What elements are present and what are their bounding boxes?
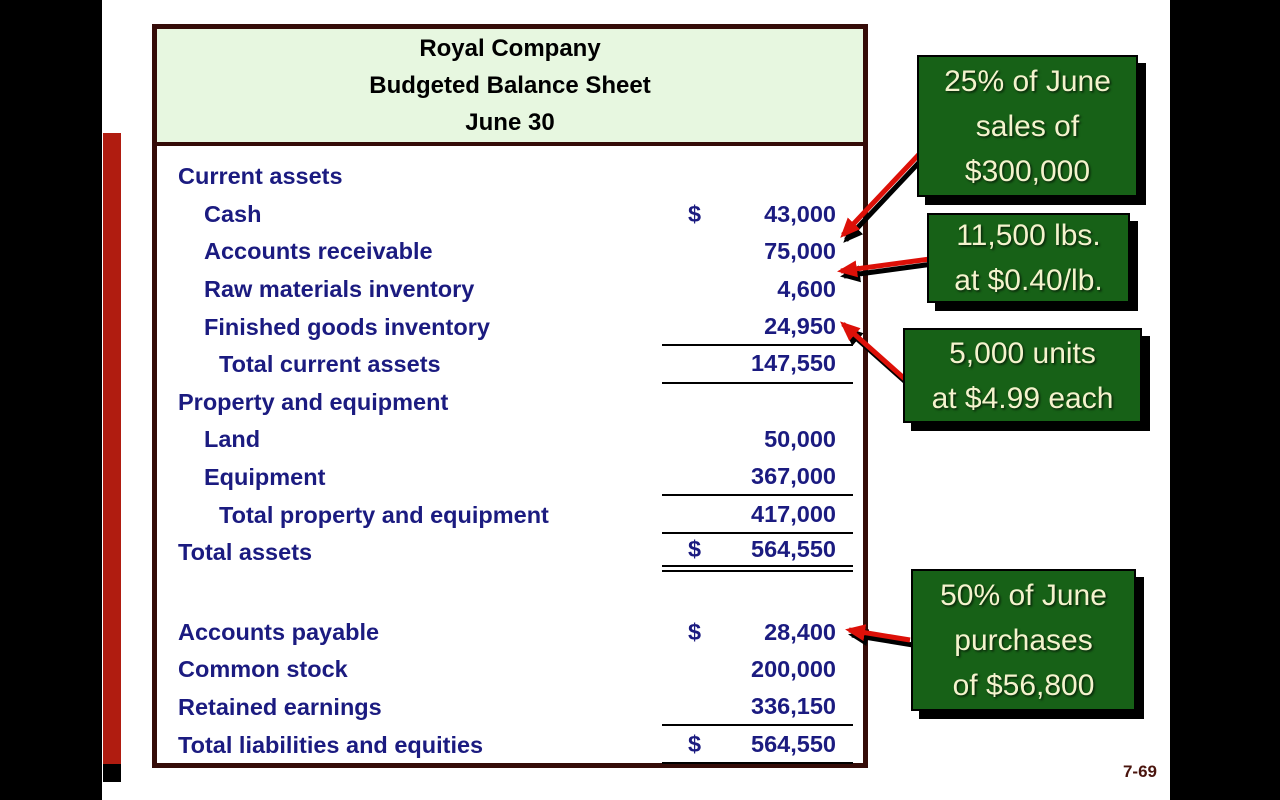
callout-text-line: 25% of June xyxy=(944,64,1111,98)
amount-cell xyxy=(662,158,853,196)
amount-value: 50,000 xyxy=(764,426,836,453)
balance-sheet-row: Total current assets 147,550 xyxy=(157,346,863,384)
account-label: Current assets xyxy=(178,163,343,190)
callout-text-line: 11,500 lbs. xyxy=(956,219,1101,252)
balance-sheet-row: Retained earnings 336,150 xyxy=(157,689,863,727)
statement-date: June 30 xyxy=(465,109,555,136)
currency-symbol: $ xyxy=(688,618,702,645)
balance-sheet-row: Equipment 367,000 xyxy=(157,459,863,497)
callout-text-line: at $4.99 each xyxy=(931,381,1114,415)
amount-value: 564,550 xyxy=(751,730,836,757)
account-label: Raw materials inventory xyxy=(204,276,475,303)
balance-sheet-table: Royal Company Budgeted Balance Sheet Jun… xyxy=(152,24,868,768)
amount-value: 24,950 xyxy=(764,312,836,339)
account-label: Total property and equipment xyxy=(219,501,549,528)
account-label: Retained earnings xyxy=(178,694,382,721)
callout-text-line: $300,000 xyxy=(964,154,1091,188)
amount-cell: 336,150 xyxy=(662,689,853,727)
account-label: Accounts payable xyxy=(178,618,380,645)
balance-sheet-row: Total liabilities and equities $ 564,550 xyxy=(157,726,863,764)
callout-text-line: sales of xyxy=(975,109,1080,143)
callout-text-line: 50% of June xyxy=(940,578,1107,612)
callout-text-line: 5,000 units xyxy=(949,336,1096,370)
amount-value: 564,550 xyxy=(751,535,836,562)
balance-sheet-body: Current assets Cash $ 43,000 Accounts re… xyxy=(157,146,863,764)
balance-sheet-row: Common stock 200,000 xyxy=(157,651,863,689)
amount-value: 43,000 xyxy=(764,200,836,227)
balance-sheet-row: Accounts receivable 75,000 xyxy=(157,233,863,271)
callout-accounts-receivable: 25% of June sales of $300,000 xyxy=(917,55,1138,197)
amount-cell xyxy=(662,572,853,614)
amount-value: 75,000 xyxy=(764,238,836,265)
amount-cell: $ 564,550 xyxy=(662,534,853,572)
balance-sheet-row: Current assets xyxy=(157,158,863,196)
red-accent-bar xyxy=(103,133,121,764)
balance-sheet-row: Total property and equipment 417,000 xyxy=(157,496,863,534)
account-label: Common stock xyxy=(178,656,348,683)
amount-cell: 417,000 xyxy=(662,496,853,534)
callout-text-line: at $0.40/lb. xyxy=(954,264,1103,297)
amount-cell: $ 28,400 xyxy=(662,614,853,652)
amount-cell: 24,950 xyxy=(662,308,853,346)
amount-cell xyxy=(662,384,853,422)
amount-cell: 4,600 xyxy=(662,271,853,309)
account-label: Total current assets xyxy=(219,351,441,378)
balance-sheet-row: Raw materials inventory 4,600 xyxy=(157,271,863,309)
balance-sheet-row: Land 50,000 xyxy=(157,421,863,459)
amount-cell: 50,000 xyxy=(662,421,853,459)
amount-value: 417,000 xyxy=(751,500,836,527)
balance-sheet-header: Royal Company Budgeted Balance Sheet Jun… xyxy=(157,29,863,146)
amount-value: 147,550 xyxy=(751,350,836,377)
account-label: Cash xyxy=(204,200,262,227)
callout-raw-materials: 11,500 lbs. at $0.40/lb. xyxy=(927,213,1130,303)
balance-sheet-row: Accounts payable $ 28,400 xyxy=(157,614,863,652)
currency-symbol: $ xyxy=(688,730,702,757)
account-label: Accounts receivable xyxy=(204,238,433,265)
amount-value: 367,000 xyxy=(751,463,836,490)
account-label: Finished goods inventory xyxy=(204,313,490,340)
statement-title: Budgeted Balance Sheet xyxy=(369,72,651,99)
callout-finished-goods: 5,000 units at $4.99 each xyxy=(903,328,1142,423)
amount-cell: 200,000 xyxy=(662,651,853,689)
red-bar-shadow xyxy=(103,764,121,782)
callout-text-line: purchases xyxy=(954,623,1093,657)
account-label: Land xyxy=(204,426,261,453)
account-label: Equipment xyxy=(204,464,326,491)
amount-cell: 75,000 xyxy=(662,233,853,271)
account-label: Property and equipment xyxy=(178,388,449,415)
amount-value: 336,150 xyxy=(751,693,836,720)
balance-sheet-row: Total assets $ 564,550 xyxy=(157,534,863,572)
balance-sheet-row: Cash $ 43,000 xyxy=(157,196,863,234)
company-name: Royal Company xyxy=(419,35,601,62)
slide-canvas: Royal Company Budgeted Balance Sheet Jun… xyxy=(102,0,1170,800)
balance-sheet-row: Property and equipment xyxy=(157,384,863,422)
amount-cell: $ 564,550 xyxy=(662,726,853,764)
callout-accounts-payable: 50% of June purchases of $56,800 xyxy=(911,569,1136,711)
currency-symbol: $ xyxy=(688,200,702,227)
account-label: Total liabilities and equities xyxy=(178,731,484,758)
callout-text-line: of $56,800 xyxy=(952,668,1095,702)
amount-value: 28,400 xyxy=(764,618,836,645)
amount-cell: 147,550 xyxy=(662,346,853,384)
amount-value: 4,600 xyxy=(777,276,836,303)
amount-cell: 367,000 xyxy=(662,459,853,497)
slide-page-number: 7-69 xyxy=(1122,762,1157,781)
balance-sheet-row: Finished goods inventory 24,950 xyxy=(157,308,863,346)
amount-value: 200,000 xyxy=(751,656,836,683)
currency-symbol: $ xyxy=(688,535,702,562)
amount-cell: $ 43,000 xyxy=(662,196,853,234)
balance-sheet-row xyxy=(157,572,863,614)
account-label: Total assets xyxy=(178,539,313,566)
